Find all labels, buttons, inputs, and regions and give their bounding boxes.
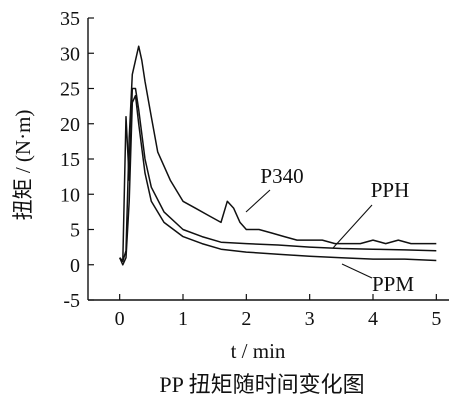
series-label-pph: PPH <box>371 178 410 202</box>
y-axis-label: 扭矩 / (N·m) <box>11 110 35 221</box>
y-tick-label: 15 <box>60 149 80 171</box>
series-label-p340: P340 <box>260 164 303 188</box>
series-leader-ppm <box>341 263 373 279</box>
series-line-ppm <box>119 94 437 266</box>
series-leader-p340 <box>245 189 271 213</box>
y-tick-label: 0 <box>70 255 80 277</box>
chart-title: PP 扭矩随时间变化图 <box>159 372 364 397</box>
x-tick-label: 3 <box>305 308 315 330</box>
series-leader-pph <box>332 204 373 249</box>
axes: -5 0 5 10 15 20 25 30 35 0 1 2 3 4 5 <box>60 8 449 330</box>
y-tick-label: 30 <box>60 43 80 65</box>
y-tick-label: 20 <box>60 114 80 136</box>
plot-area: P340 PPH PPM <box>119 45 437 296</box>
y-tick-label: 35 <box>60 8 80 30</box>
series-line-p340 <box>119 45 437 262</box>
x-axis-label: t / min <box>231 339 286 363</box>
y-tick-label: 5 <box>70 220 80 242</box>
y-tick-label: -5 <box>63 290 80 312</box>
series-label-ppm: PPM <box>372 272 414 296</box>
x-tick-label: 2 <box>241 308 251 330</box>
x-tick-label: 5 <box>431 308 441 330</box>
y-tick-label: 10 <box>60 184 80 206</box>
x-tick-label: 1 <box>178 308 188 330</box>
x-tick-label: 4 <box>368 308 378 330</box>
y-tick-label: 25 <box>60 79 80 101</box>
x-tick-label: 0 <box>115 308 125 330</box>
